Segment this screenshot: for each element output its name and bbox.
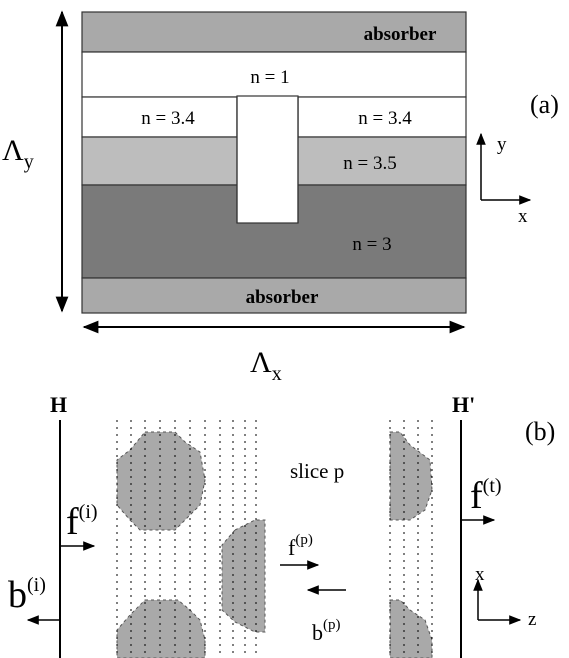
layer-label: absorber	[246, 287, 319, 308]
field-label: b(i)	[8, 574, 46, 616]
panel-label: (b)	[525, 417, 555, 446]
axis-label: z	[528, 609, 536, 630]
field-label: f(p)	[288, 532, 313, 560]
panel-b-labels: H H' (b) slice p f(i) b(i) f(p) b(p) f(t…	[8, 392, 555, 645]
layer-label: n = 3.4	[141, 108, 195, 129]
cylinder	[116, 599, 206, 658]
layer-label: n = 1	[250, 67, 289, 88]
panel-b-shapes	[116, 431, 433, 658]
right-ridge	[297, 96, 467, 138]
air-layer	[81, 51, 467, 98]
plane-label: H'	[452, 392, 475, 417]
axis-label: y	[497, 134, 507, 155]
panel-label: (a)	[530, 90, 559, 119]
period-y: Λy	[2, 134, 34, 173]
panel-b-arrows	[26, 420, 522, 658]
groove	[236, 95, 299, 224]
left-ridge	[81, 96, 238, 138]
cylinder	[221, 519, 266, 633]
layer-label: n = 3	[352, 234, 391, 255]
slice-label: slice p	[290, 459, 344, 483]
cylinder	[116, 431, 206, 531]
layer-label: n = 3.5	[343, 153, 396, 174]
field-label: f(i)	[66, 501, 98, 543]
field-label: f(t)	[470, 475, 502, 517]
axis-label: x	[475, 564, 485, 585]
field-label: b(p)	[312, 617, 341, 645]
panel-a-arrows	[55, 10, 532, 334]
cylinder	[389, 599, 433, 658]
slice-lines	[116, 420, 433, 658]
layer-label: n = 3.4	[358, 108, 412, 129]
layer-label: absorber	[364, 24, 437, 45]
panel-a-labels: absorber n = 1 n = 3.4 n = 3.4 n = 3.5 n…	[2, 24, 559, 385]
plane-label: H	[50, 392, 67, 417]
axis-label: x	[518, 206, 528, 227]
absorber-bottom	[81, 277, 467, 314]
cylinder	[389, 431, 433, 521]
absorber-top	[81, 11, 467, 53]
period-x: Λx	[250, 346, 282, 385]
panel-a	[81, 11, 467, 314]
